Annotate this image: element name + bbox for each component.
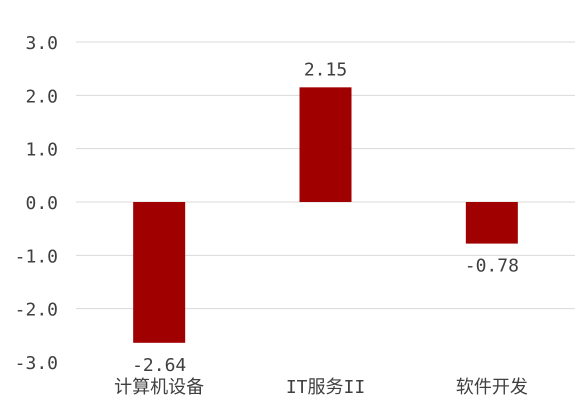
bar [299, 87, 352, 202]
y-tick-label: 0.0 [25, 193, 58, 214]
x-category-label: IT服务II [286, 377, 365, 398]
y-tick-label: -2.0 [15, 300, 58, 321]
y-tick-label: 1.0 [25, 140, 58, 161]
data-label: -0.78 [465, 256, 519, 277]
x-category-label: 计算机设备 [114, 377, 204, 398]
y-tick-label: 3.0 [25, 33, 58, 54]
bars [133, 87, 518, 343]
data-labels: -2.64 2.15 -0.78 [132, 59, 519, 375]
bar [133, 202, 186, 343]
y-tick-label: 2.0 [25, 86, 58, 107]
y-tick-label: -1.0 [15, 246, 58, 267]
x-category-label: 软件开发 [456, 377, 528, 398]
y-tick-label: -3.0 [15, 353, 58, 374]
data-label: 2.15 [304, 59, 347, 80]
y-axis-tick-labels: 3.0 2.0 1.0 0.0 -1.0 -2.0 -3.0 [15, 33, 58, 374]
data-label: -2.64 [132, 355, 186, 376]
bar [465, 202, 518, 244]
x-axis-category-labels: 计算机设备 IT服务II 软件开发 [114, 377, 528, 398]
